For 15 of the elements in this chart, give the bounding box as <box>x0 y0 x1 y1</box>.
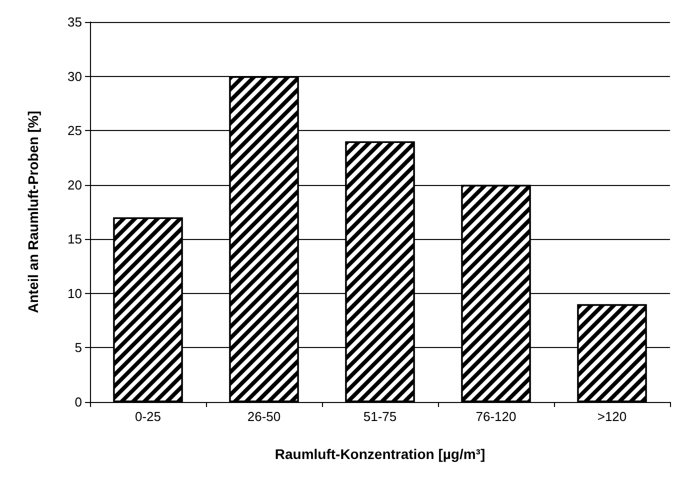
x-tick-label: >120 <box>597 409 627 424</box>
x-axis-title: Raumluft-Konzentration [µg/m³] <box>274 446 486 462</box>
y-tick-label: 15 <box>68 232 82 247</box>
y-tick-label: 30 <box>68 68 82 84</box>
x-tick-label: 0-25 <box>134 409 162 424</box>
x-tick-label: 76-120 <box>476 409 516 424</box>
y-tick-label: 0 <box>74 394 82 410</box>
y-tick-label: 10 <box>68 286 82 301</box>
y-tick-label: 25 <box>68 123 82 138</box>
y-tick-label: 5 <box>74 340 82 356</box>
y-tick-label: 20 <box>68 177 82 192</box>
x-tick-label: 51-75 <box>363 409 397 424</box>
y-tick-label: 35 <box>68 14 82 30</box>
x-tick-label: 26-50 <box>247 409 281 424</box>
y-axis-title: Anteil an Raumluft-Proben [%] <box>25 110 41 314</box>
